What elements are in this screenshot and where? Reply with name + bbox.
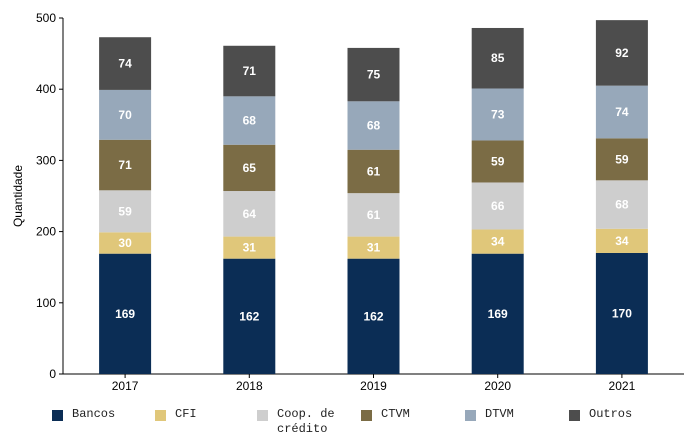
data-label: 92 xyxy=(615,46,629,60)
data-label: 30 xyxy=(118,236,132,250)
bar-segment xyxy=(595,85,648,139)
y-tick-label: 500 xyxy=(36,11,56,25)
legend-swatch xyxy=(465,410,476,421)
data-label: 66 xyxy=(491,199,505,213)
data-label: 34 xyxy=(615,234,629,248)
x-tick-label: 2018 xyxy=(236,379,263,393)
legend-swatch xyxy=(155,410,166,421)
data-label: 31 xyxy=(243,241,257,255)
data-label: 64 xyxy=(243,207,257,221)
legend-label: CTVM xyxy=(381,407,410,421)
bar-segment xyxy=(99,89,152,140)
legend-item: CTVM xyxy=(361,407,410,422)
data-label: 73 xyxy=(491,107,505,121)
data-label: 169 xyxy=(115,307,135,321)
axes: 0 100 200 300 400 500 2017 2018 2019 2020 2021 xyxy=(36,11,684,393)
bar-segment xyxy=(595,138,648,181)
legend-swatch xyxy=(52,410,63,421)
legend-label: DTVM xyxy=(485,407,514,421)
legend-item: Outros xyxy=(569,407,632,422)
bar-segment xyxy=(99,37,152,90)
bar-segment xyxy=(471,27,524,89)
legend-item: Coop. de crédito xyxy=(257,407,361,437)
data-label: 71 xyxy=(243,64,257,78)
bar-segment xyxy=(347,149,400,194)
x-tick-label: 2017 xyxy=(112,379,139,393)
data-label: 68 xyxy=(367,119,381,133)
data-label: 68 xyxy=(615,198,629,212)
legend-item: DTVM xyxy=(465,407,514,422)
bar-segment xyxy=(595,252,648,374)
bar-segment xyxy=(99,232,152,254)
data-label: 71 xyxy=(118,158,132,172)
bar-segment xyxy=(223,236,276,259)
bar-segment xyxy=(223,96,276,145)
data-label: 34 xyxy=(491,235,505,249)
bar-segment xyxy=(99,253,152,374)
legend-swatch xyxy=(569,410,580,421)
legend: Bancos CFI Coop. de crédito CTVM DTVM Outros xyxy=(0,407,684,441)
data-label: 61 xyxy=(367,208,381,222)
y-tick-label: 100 xyxy=(36,296,56,310)
y-axis-label: Quantidade xyxy=(11,165,25,227)
data-label: 68 xyxy=(243,114,257,128)
stacked-bar-chart: Quantidade 0 100 200 300 400 500 2017 2018 2019 2… xyxy=(11,11,684,393)
data-label: 70 xyxy=(118,108,132,122)
bar-segment xyxy=(347,236,400,259)
y-tick-label: 400 xyxy=(36,82,56,96)
bar-segment xyxy=(347,101,400,150)
data-label: 162 xyxy=(363,309,383,323)
bar-segment xyxy=(595,228,648,253)
x-tick-label: 2020 xyxy=(484,379,511,393)
y-tick-label: 300 xyxy=(36,153,56,167)
bar-segment xyxy=(471,182,524,230)
bar-segment xyxy=(471,253,524,374)
bar-segment xyxy=(223,258,276,374)
data-label: 170 xyxy=(612,306,632,320)
bar-segment xyxy=(595,180,648,229)
data-label: 74 xyxy=(118,57,132,71)
bar-segment xyxy=(471,229,524,254)
legend-item: Bancos xyxy=(52,407,115,422)
data-label: 169 xyxy=(488,307,508,321)
bar-segment xyxy=(347,258,400,374)
data-label: 65 xyxy=(243,161,257,175)
y-tick-label: 200 xyxy=(36,225,56,239)
bar-segment xyxy=(595,20,648,86)
data-label: 59 xyxy=(615,152,629,166)
bar-segment xyxy=(223,144,276,192)
data-label: 75 xyxy=(367,68,381,82)
bar-segment xyxy=(223,191,276,237)
legend-swatch xyxy=(361,410,372,421)
x-tick-label: 2021 xyxy=(609,379,636,393)
data-label: 59 xyxy=(118,204,132,218)
legend-label: Coop. de crédito xyxy=(277,407,335,436)
bar-segment xyxy=(223,45,276,97)
data-label: 59 xyxy=(491,154,505,168)
data-label: 85 xyxy=(491,51,505,65)
data-label: 61 xyxy=(367,164,381,178)
data-label: 74 xyxy=(615,105,629,119)
legend-label: Bancos xyxy=(72,407,116,421)
bar-segment xyxy=(347,47,400,102)
x-tick-label: 2019 xyxy=(360,379,387,393)
bar-segment xyxy=(99,139,152,191)
bar-segment xyxy=(471,140,524,183)
bar-segment xyxy=(471,88,524,141)
bar-segment xyxy=(347,193,400,237)
legend-label: CFI xyxy=(175,407,197,421)
bar-segment xyxy=(99,190,152,233)
y-tick-label: 0 xyxy=(49,367,56,381)
data-label: 31 xyxy=(367,241,381,255)
legend-swatch xyxy=(257,410,268,421)
legend-item: CFI xyxy=(155,407,197,422)
legend-label: Outros xyxy=(589,407,633,421)
data-label: 162 xyxy=(239,309,259,323)
bars: 169 30 59 71 70 74 162 31 64 65 68 71 162 31 61 61 68 75 1… xyxy=(99,20,648,374)
